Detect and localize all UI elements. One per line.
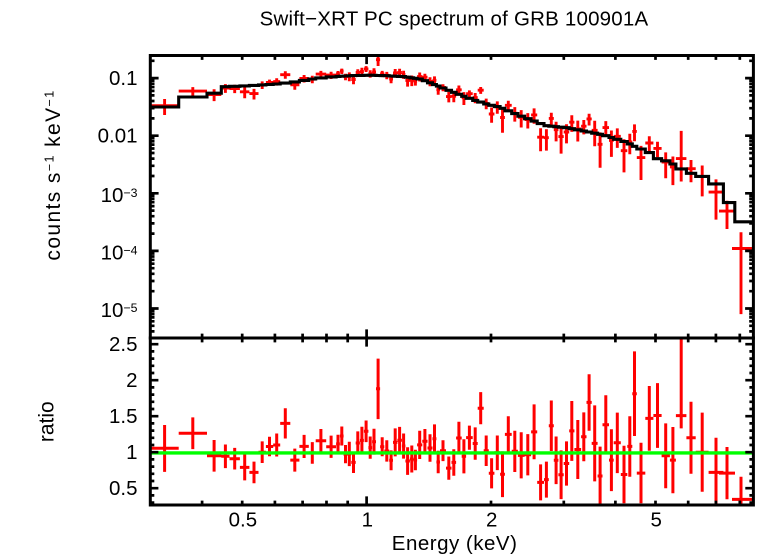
svg-text:2.5: 2.5 (109, 333, 138, 356)
svg-text:0.5: 0.5 (109, 477, 138, 500)
svg-text:1.5: 1.5 (109, 405, 138, 428)
svg-text:0.01: 0.01 (98, 125, 138, 148)
svg-text:Energy (keV): Energy (keV) (392, 532, 518, 555)
svg-text:ratio: ratio (36, 401, 59, 442)
svg-text:2: 2 (126, 369, 137, 392)
svg-text:2: 2 (486, 509, 497, 532)
svg-text:5: 5 (650, 509, 661, 532)
svg-text:1: 1 (362, 509, 373, 532)
svg-text:1: 1 (126, 441, 137, 464)
svg-text:0.1: 0.1 (109, 67, 138, 90)
svg-text:0.5: 0.5 (229, 509, 258, 532)
svg-text:Swift−XRT PC spectrum of GRB 1: Swift−XRT PC spectrum of GRB 100901A (260, 8, 649, 31)
svg-text:counts s−1 keV−1: counts s−1 keV−1 (42, 89, 65, 260)
